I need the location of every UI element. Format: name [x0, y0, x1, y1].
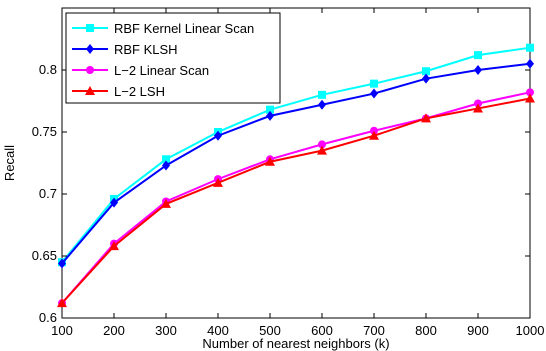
- legend-marker: [86, 44, 94, 54]
- x-tick-label: 600: [311, 323, 333, 338]
- data-point: [526, 58, 534, 69]
- x-tick-label: 500: [259, 323, 281, 338]
- y-tick-label: 0.8: [39, 62, 57, 77]
- data-point: [57, 298, 67, 308]
- data-point: [421, 113, 431, 123]
- x-tick-label: 900: [467, 323, 489, 338]
- data-point: [318, 90, 326, 99]
- y-axis-label: Recall: [2, 145, 17, 181]
- y-tick-label: 0.7: [39, 186, 57, 201]
- data-point: [214, 130, 222, 141]
- x-tick-label: 700: [363, 323, 385, 338]
- legend-label: L−2 Linear Scan: [114, 63, 209, 78]
- data-point: [422, 67, 430, 76]
- data-point: [162, 155, 170, 164]
- x-tick-label: 400: [207, 323, 229, 338]
- data-point: [474, 51, 482, 60]
- data-point: [109, 241, 119, 251]
- data-point: [58, 258, 66, 269]
- data-point: [266, 105, 274, 114]
- y-tick-label: 0.65: [32, 248, 57, 263]
- data-point: [318, 99, 326, 110]
- data-point: [110, 197, 118, 208]
- y-tick-label: 0.6: [39, 310, 57, 325]
- data-point: [525, 93, 535, 103]
- data-point: [265, 156, 275, 166]
- x-tick-label: 800: [415, 323, 437, 338]
- legend-label: RBF KLSH: [114, 42, 178, 57]
- x-tick-label: 100: [51, 323, 73, 338]
- data-point: [369, 130, 379, 140]
- legend: RBF Kernel Linear Scan RBF KLSH L−2 Linear…: [65, 12, 281, 104]
- series-line: [61, 46, 531, 263]
- data-point: [526, 88, 534, 97]
- data-point: [474, 65, 482, 75]
- x-tick-label: 300: [155, 323, 177, 338]
- ticks-layer: 100 200 300 400 500 600 700 800 900 1000 0.6 0.65 0.…: [32, 8, 545, 338]
- series-line: [61, 91, 531, 304]
- x-tick-label: 1000: [516, 323, 545, 338]
- data-point: [526, 43, 534, 52]
- series-line: [61, 97, 531, 304]
- legend-label: L−2 LSH: [114, 84, 165, 99]
- data-point: [213, 177, 223, 187]
- data-point: [422, 73, 430, 84]
- x-axis-label: Number of nearest neighbors (k): [202, 336, 389, 351]
- y-tick-label: 0.75: [32, 124, 57, 139]
- data-point: [162, 160, 170, 171]
- data-point: [318, 140, 326, 149]
- legend-marker: [86, 24, 94, 32]
- data-point: [317, 145, 327, 155]
- legend-marker: [86, 66, 94, 74]
- data-point: [473, 103, 483, 113]
- x-tick-label: 200: [103, 323, 125, 338]
- data-point: [161, 198, 171, 208]
- legend-label: RBF Kernel Linear Scan: [114, 21, 254, 36]
- series-line: [61, 62, 531, 265]
- series-layer: [57, 43, 535, 308]
- legend-marker: [85, 86, 95, 95]
- data-point: [370, 88, 378, 99]
- data-point: [370, 79, 378, 88]
- data-point: [266, 110, 274, 121]
